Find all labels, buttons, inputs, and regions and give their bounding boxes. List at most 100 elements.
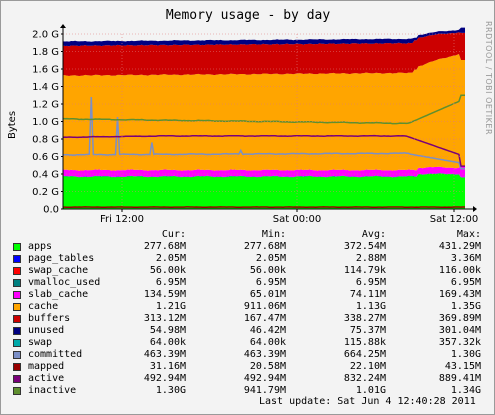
- legend-name: committed: [28, 349, 83, 360]
- legend-avg: 832.24M: [343, 373, 386, 384]
- legend-name: swap_cache: [28, 265, 89, 276]
- legend-swatch: [13, 291, 21, 299]
- legend-header: Cur: Min: Avg: Max:: [11, 229, 491, 241]
- legend-name: vmalloc_used: [28, 277, 101, 288]
- y-tick-label: 0.2 G: [32, 187, 59, 198]
- legend-row-mapped: mapped 31.16M 20.58M 22.10M 43.15M: [11, 361, 491, 373]
- legend-name: swap: [28, 337, 53, 348]
- legend-swatch: [13, 387, 21, 395]
- y-tick-label: 0.0: [43, 205, 59, 216]
- area-slab_cache: [63, 165, 465, 178]
- legend-row-buffers: buffers 313.12M 167.47M 338.27M 369.89M: [11, 313, 491, 325]
- legend-row-active: active 492.94M 492.94M 832.24M 889.41M: [11, 373, 491, 385]
- legend-max: 369.89M: [438, 313, 481, 324]
- legend-avg: 2.88M: [355, 253, 386, 264]
- legend-swatch: [13, 375, 21, 383]
- legend-avg: 338.27M: [343, 313, 386, 324]
- legend-cur: 313.12M: [143, 313, 186, 324]
- legend-avg: 664.25M: [343, 349, 386, 360]
- legend-name: slab_cache: [28, 289, 89, 300]
- legend-cur: 1.30G: [155, 385, 186, 396]
- col-avg-header: Avg:: [361, 229, 386, 240]
- legend-swatch: [13, 339, 21, 347]
- y-tick-label: 2.0 G: [32, 30, 59, 41]
- legend-min: 463.39M: [243, 349, 286, 360]
- legend-cur: 492.94M: [143, 373, 186, 384]
- legend-swatch: [13, 279, 21, 287]
- legend-cur: 134.59M: [143, 289, 186, 300]
- legend-min: 20.58M: [249, 361, 286, 372]
- y-tick-label: 1.6 G: [32, 65, 59, 76]
- y-tick-label: 0.6 G: [32, 152, 59, 163]
- legend-min: 277.68M: [243, 241, 286, 252]
- legend-avg: 114.79k: [343, 265, 386, 276]
- stacked-areas: [63, 27, 465, 209]
- area-unused: [63, 27, 465, 47]
- legend-name: apps: [28, 241, 53, 252]
- legend-min: 941.79M: [243, 385, 286, 396]
- legend-max: 169.43M: [438, 289, 481, 300]
- legend-row-vmalloc_used: vmalloc_used 6.95M 6.95M 6.95M 6.95M: [11, 277, 491, 289]
- line-active: [62, 134, 465, 167]
- legend-cur: 54.98M: [149, 325, 186, 336]
- legend-swatch: [13, 327, 21, 335]
- line-committed: [62, 96, 465, 170]
- legend-avg: 1.13G: [355, 301, 386, 312]
- legend-avg: 1.01G: [355, 385, 386, 396]
- y-tick-label: 1.2 G: [32, 100, 59, 111]
- legend-cur: 31.16M: [149, 361, 186, 372]
- legend-avg: 115.88k: [343, 337, 386, 348]
- x-tick-label: Fri 12:00: [100, 214, 144, 225]
- legend-name: active: [28, 373, 65, 384]
- legend-max: 6.95M: [450, 277, 481, 288]
- col-min-header: Min:: [261, 229, 286, 240]
- legend-cur: 463.39M: [143, 349, 186, 360]
- legend-avg: 75.37M: [349, 325, 386, 336]
- legend-name: page_tables: [28, 253, 95, 264]
- legend-max: 301.04M: [438, 325, 481, 336]
- legend-swatch: [13, 315, 21, 323]
- legend-cur: 1.21G: [155, 301, 186, 312]
- legend-row-apps: apps 277.68M 277.68M 372.54M 431.29M: [11, 241, 491, 253]
- legend-cur: 56.00k: [149, 265, 186, 276]
- legend-row-swap_cache: swap_cache 56.00k 56.00k 114.79k 116.00k: [11, 265, 491, 277]
- legend-min: 46.42M: [249, 325, 286, 336]
- legend-swatch: [13, 267, 21, 275]
- y-tick-label: 1.0 G: [32, 117, 59, 128]
- legend-name: mapped: [28, 361, 65, 372]
- col-max-header: Max:: [456, 229, 481, 240]
- legend-name: unused: [28, 325, 65, 336]
- legend-swatch: [13, 243, 21, 251]
- y-tick-label: 1.4 G: [32, 82, 59, 93]
- legend-table: Cur: Min: Avg: Max: apps 277.68M 277.68M 37…: [11, 229, 491, 397]
- legend-max: 116.00k: [438, 265, 481, 276]
- legend-min: 167.47M: [243, 313, 286, 324]
- legend-cur: 2.05M: [155, 253, 186, 264]
- x-tick-label: Sat 12:00: [430, 214, 478, 225]
- last-update: Last update: Sat Jun 4 12:40:28 2011: [259, 396, 476, 407]
- legend-row-swap: swap 64.00k 64.00k 115.88k 357.32k: [11, 337, 491, 349]
- legend-row-slab_cache: slab_cache 134.59M 65.01M 74.11M 169.43M: [11, 289, 491, 301]
- legend-avg: 22.10M: [349, 361, 386, 372]
- x-tick-label: Sat 00:00: [273, 214, 321, 225]
- legend-max: 889.41M: [438, 373, 481, 384]
- legend-max: 3.36M: [450, 253, 481, 264]
- area-cache: [63, 54, 465, 171]
- legend-min: 65.01M: [249, 289, 286, 300]
- col-cur-header: Cur:: [161, 229, 186, 240]
- legend-swatch: [13, 255, 21, 263]
- legend-cur: 64.00k: [149, 337, 186, 348]
- legend-avg: 372.54M: [343, 241, 386, 252]
- x-axis-arrow: [473, 206, 477, 212]
- legend-swatch: [13, 363, 21, 371]
- legend-avg: 74.11M: [349, 289, 386, 300]
- legend-max: 431.29M: [438, 241, 481, 252]
- area-apps: [63, 173, 465, 209]
- legend-min: 6.95M: [255, 277, 286, 288]
- legend-avg: 6.95M: [355, 277, 386, 288]
- legend-swatch: [13, 351, 21, 359]
- legend-row-unused: unused 54.98M 46.42M 75.37M 301.04M: [11, 325, 491, 337]
- legend-max: 1.34G: [450, 385, 481, 396]
